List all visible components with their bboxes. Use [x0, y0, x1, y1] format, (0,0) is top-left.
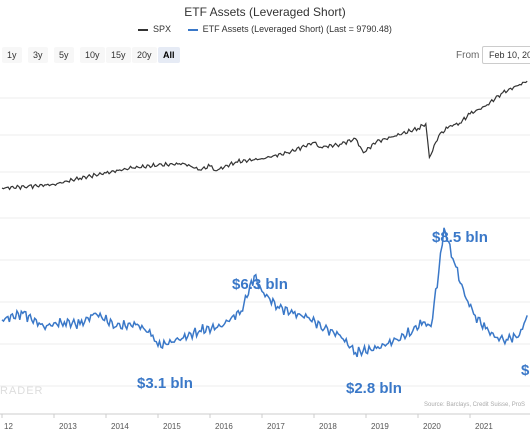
x-axis-ticks: 12 2013 2014 2015 2016 2017 2018 2019 2020 2021 [1, 414, 493, 431]
x-tick-label: 12 [4, 422, 13, 431]
legend-item-etf[interactable]: ETF Assets (Leveraged Short) (Last = 979… [187, 24, 392, 34]
annotation-label: $8.5 bln [432, 229, 488, 246]
watermark: RADER [0, 385, 44, 397]
legend-label-spx: SPX [153, 24, 172, 34]
range-button-3y[interactable]: 3y [28, 47, 48, 63]
series-line-spx [1, 80, 528, 191]
annotation-label: $3.1 bln [137, 375, 193, 392]
x-tick-label: 2018 [319, 422, 337, 431]
x-tick-label: 2016 [215, 422, 233, 431]
range-button-15y[interactable]: 15y [106, 47, 131, 63]
x-tick-label: 2021 [475, 422, 493, 431]
legend-item-spx[interactable]: SPX [138, 24, 171, 34]
range-button-10y[interactable]: 10y [80, 47, 105, 63]
legend-swatch-spx [138, 28, 149, 31]
annotation-label: $6.3 bln [232, 276, 288, 293]
legend-label-etf: ETF Assets (Leveraged Short) (Last = 979… [202, 24, 392, 34]
range-button-5y[interactable]: 5y [54, 47, 74, 63]
grid-lines [0, 97, 530, 387]
legend-swatch-etf [187, 28, 198, 31]
x-tick-label: 2017 [267, 422, 285, 431]
source-note: Source: Barclays, Credit Suisse, ProS [424, 402, 525, 408]
from-label: From [456, 50, 480, 61]
x-tick-label: 2013 [59, 422, 77, 431]
from-date-input[interactable]: Feb 10, 20 [482, 46, 530, 64]
x-tick-label: 2019 [371, 422, 389, 431]
x-tick-label: 2015 [163, 422, 181, 431]
range-button-all[interactable]: All [158, 47, 180, 63]
annotation-label: $ [521, 362, 530, 379]
x-tick-label: 2014 [111, 422, 129, 431]
legend: SPX ETF Assets (Leveraged Short) (Last =… [0, 24, 530, 34]
range-button-20y[interactable]: 20y [132, 47, 157, 63]
range-button-1y[interactable]: 1y [2, 47, 22, 63]
annotation-label: $2.8 bln [346, 380, 402, 397]
series-line-etf [1, 227, 528, 358]
x-tick-label: 2020 [423, 422, 441, 431]
annotations: $6.3 bln $3.1 bln $2.8 bln $8.5 bln $ [137, 229, 530, 397]
chart-title: ETF Assets (Leveraged Short) [184, 5, 346, 19]
